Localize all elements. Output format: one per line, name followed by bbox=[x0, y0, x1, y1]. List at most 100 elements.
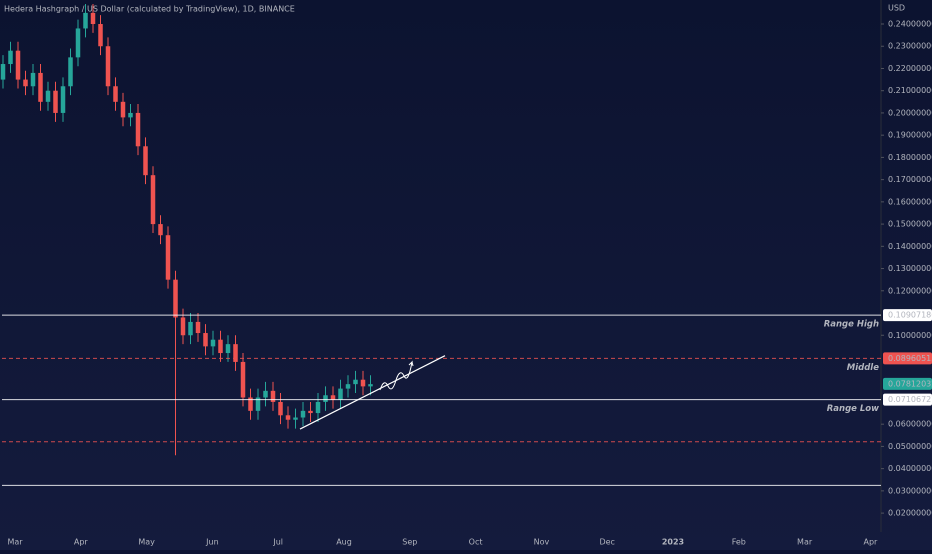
candle-body bbox=[278, 401, 283, 416]
candle-body bbox=[60, 86, 66, 113]
candle-body bbox=[293, 417, 298, 420]
y-tick-label: 0.06000000 bbox=[888, 420, 932, 429]
candle-body bbox=[158, 224, 163, 236]
y-tick-label: 0.12000000 bbox=[888, 286, 932, 295]
y-tick-label: 0.02000000 bbox=[888, 509, 932, 518]
candle-body bbox=[368, 384, 373, 387]
candle-body bbox=[135, 112, 141, 147]
candle-body bbox=[75, 28, 81, 58]
candle-body bbox=[323, 395, 328, 402]
candle-body bbox=[0, 64, 6, 80]
level-tag-label: 0.10907186 bbox=[888, 311, 932, 320]
candle-body bbox=[240, 361, 246, 398]
y-tick-label: 0.16000000 bbox=[888, 197, 932, 206]
candle-body bbox=[143, 146, 148, 176]
y-tick-label: 0.23000000 bbox=[888, 42, 932, 51]
y-tick-label: 0.19000000 bbox=[888, 131, 932, 140]
candle-body bbox=[233, 344, 238, 362]
candle-body bbox=[45, 90, 51, 102]
y-tick-label: 0.18000000 bbox=[888, 153, 932, 162]
candle-body bbox=[15, 50, 21, 80]
last-price-tag bbox=[883, 377, 932, 390]
y-tick-label: 0.17000000 bbox=[888, 175, 932, 184]
candle-body bbox=[180, 317, 186, 336]
candle-body bbox=[255, 397, 261, 411]
candle-body bbox=[173, 279, 178, 318]
x-tick-label: Jul bbox=[272, 538, 283, 547]
candle-body bbox=[23, 79, 28, 87]
x-tick-label: Mar bbox=[797, 538, 813, 547]
y-tick-label: 0.20000000 bbox=[888, 108, 932, 117]
y-tick-label: 0.21000000 bbox=[888, 86, 932, 95]
candle-body bbox=[53, 90, 58, 113]
candle-body bbox=[330, 395, 336, 400]
candle-body bbox=[270, 390, 276, 402]
level-tag-label: 0.08960515 bbox=[888, 354, 932, 363]
candle-body bbox=[218, 339, 223, 354]
y-tick-label: 0.22000000 bbox=[888, 64, 932, 73]
candle-body bbox=[263, 390, 268, 398]
x-tick-label: Apr bbox=[863, 538, 878, 547]
x-tick-label: Apr bbox=[74, 538, 89, 547]
candle-body bbox=[120, 101, 126, 118]
candle-body bbox=[195, 321, 201, 334]
candle-body bbox=[210, 339, 216, 347]
candle-body bbox=[150, 175, 156, 225]
candle-body bbox=[98, 24, 103, 47]
y-tick-label: 0.14000000 bbox=[888, 242, 932, 251]
x-tick-label: 2023 bbox=[662, 538, 684, 547]
candle-body bbox=[8, 50, 13, 65]
x-tick-label: Sep bbox=[402, 538, 417, 547]
level-tag bbox=[883, 309, 932, 322]
x-tick-label: Mar bbox=[7, 538, 23, 547]
candle-body bbox=[90, 12, 96, 25]
candle-body bbox=[285, 415, 291, 420]
x-tick-label: Feb bbox=[732, 538, 746, 547]
candle-body bbox=[38, 72, 43, 102]
trendline bbox=[299, 355, 446, 430]
candle-body bbox=[68, 57, 73, 87]
x-tick-label: Oct bbox=[469, 538, 483, 547]
x-tick-label: May bbox=[138, 538, 155, 547]
x-tick-label: Nov bbox=[534, 538, 550, 547]
x-tick-label: Jun bbox=[205, 538, 219, 547]
candle-body bbox=[113, 86, 118, 102]
y-tick-label: 0.05000000 bbox=[888, 442, 932, 451]
candle-body bbox=[338, 388, 343, 400]
candle-body bbox=[203, 333, 208, 347]
chart-title: Hedera Hashgraph / US Dollar (calculated… bbox=[4, 5, 295, 14]
y-tick-label: 0.04000000 bbox=[888, 464, 932, 473]
currency-label: USD bbox=[888, 4, 905, 13]
candle-body bbox=[248, 397, 253, 411]
candle-body bbox=[315, 401, 321, 414]
y-tick-label: 0.24000000 bbox=[888, 20, 932, 29]
y-tick-label: 0.03000000 bbox=[888, 486, 932, 495]
level-tag bbox=[883, 352, 932, 365]
y-tick-label: 0.15000000 bbox=[888, 220, 932, 229]
candle-body bbox=[353, 379, 358, 385]
candle-body bbox=[345, 384, 351, 389]
candle-body bbox=[105, 46, 111, 87]
level-name: Middle bbox=[847, 363, 879, 373]
candle-body bbox=[308, 410, 313, 414]
level-name: Range Low bbox=[827, 404, 879, 414]
y-tick-label: 0.10000000 bbox=[888, 331, 932, 340]
plot bbox=[0, 4, 373, 456]
last-price-label: 0.07812032 bbox=[888, 379, 932, 388]
x-tick-label: Aug bbox=[336, 538, 352, 547]
candle-body bbox=[360, 379, 366, 387]
candle-body bbox=[225, 344, 231, 354]
candle-body bbox=[128, 112, 133, 118]
candle-body bbox=[165, 235, 171, 280]
level-name: Range High bbox=[824, 320, 879, 330]
level-tag-label: 0.07106727 bbox=[888, 395, 932, 404]
candle-body bbox=[83, 12, 88, 29]
candle-body bbox=[188, 321, 193, 336]
y-tick-label: 0.13000000 bbox=[888, 264, 932, 273]
level-tag bbox=[883, 393, 932, 406]
x-tick-label: Dec bbox=[599, 538, 614, 547]
candle-body bbox=[300, 410, 306, 418]
